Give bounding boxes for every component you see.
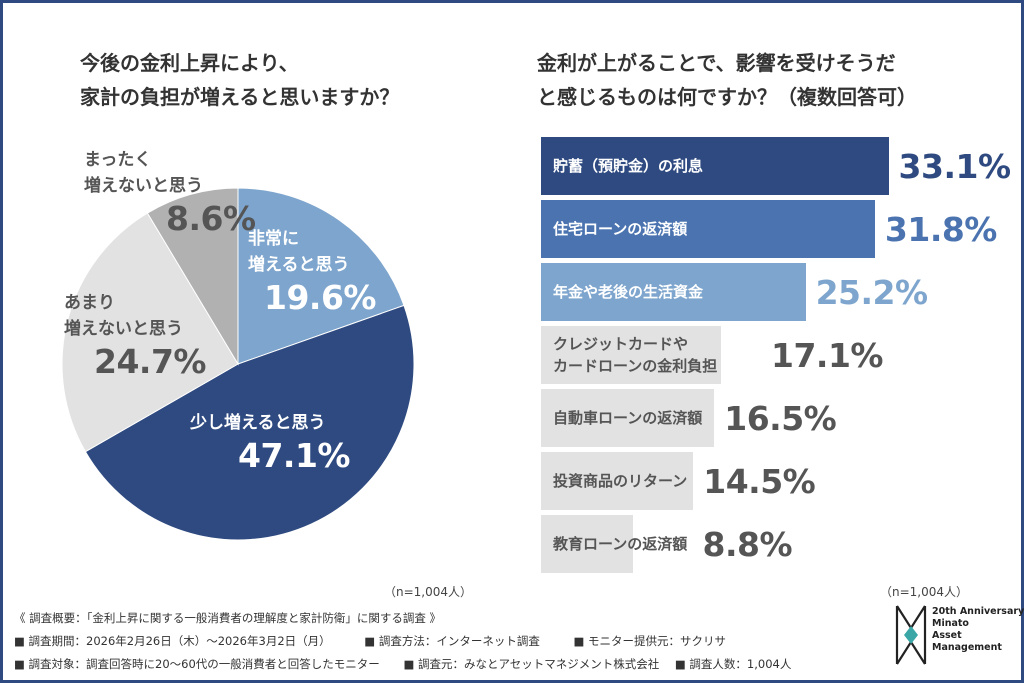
bar-label: 年金や老後の生活資金	[553, 263, 703, 321]
bar-label-line: 教育ローンの返済額	[553, 535, 688, 553]
footer-line-3: ■ 調査対象：調査回答時に20〜60代の一般消費者と回答したモニター ■ 調査元…	[14, 656, 821, 672]
bar-label-line: 投資商品のリターン	[553, 472, 688, 490]
bar-label: 教育ローンの返済額	[553, 515, 687, 573]
bar	[541, 263, 806, 321]
footer-target: ■ 調査対象：調査回答時に20〜60代の一般消費者と回答したモニター	[14, 657, 380, 671]
bar-value-label: 31.8%	[884, 209, 998, 249]
bar-label-line: 自動車ローンの返済額	[553, 409, 703, 427]
bar-label-line: カードローンの金利負担	[553, 357, 718, 375]
pie-label-little-line-1: 少し増えると思う	[190, 413, 326, 433]
bar-label: クレジットカードやカードローンの金利負担	[553, 326, 717, 384]
pie-sample-size: （n=1,004人）	[384, 585, 473, 599]
bar	[541, 515, 634, 573]
logo-line-2: Minato	[932, 618, 969, 629]
bar-label-line: クレジットカードや	[553, 335, 689, 353]
logo-line-1: 20th Anniversary	[932, 606, 1024, 617]
minato-monogram-icon	[895, 605, 927, 665]
logo-line-4: Management	[932, 642, 1002, 653]
pie-slice-not-much	[61, 212, 239, 453]
footer-source: ■ 調査元：みなとアセットマネジメント株式会社	[403, 657, 660, 671]
bar-label-line: 貯蓄（預貯金）の利息	[553, 157, 704, 175]
footer-survey-title: 《 調査概要：「金利上昇に関する一般消費者の理解度と家計防衛」に関する調査 》	[14, 611, 442, 625]
pie-slice-not-at-all	[146, 187, 239, 366]
footer-line-2: ■ 調査期間：2026年2月26日（木）〜2026年3月2日（月） ■ 調査方法…	[14, 633, 756, 649]
pie-label-very-line-1: 非常に	[248, 229, 299, 249]
pie-title-line-2: 家計の負担が増えると思いますか？	[80, 85, 400, 109]
pie-title-line-1: 今後の金利上昇により、	[80, 51, 299, 75]
pie-label-not-much-line-2: 増えないと思う	[64, 319, 183, 339]
bar	[541, 452, 694, 510]
pie-label-little-pct: 47.1%	[238, 436, 351, 475]
bar-sample-size: （n=1,004人）	[880, 585, 969, 599]
pie-label-not-much-pct: 24.7%	[94, 342, 207, 381]
bar-label: 貯蓄（預貯金）の利息	[553, 137, 703, 195]
pie-label-not-at-all-line-2: 増えないと思う	[84, 176, 203, 196]
logo-line-3: Asset	[932, 630, 962, 641]
bar-question-title: 金利が上がることで、影響を受けそうだ と感じるものは何ですか？（複数回答可）	[537, 46, 917, 114]
pie-label-very: 非常に 増えると思う 19.6%	[248, 226, 377, 318]
bar-title-line-1: 金利が上がることで、影響を受けそうだ	[537, 51, 896, 75]
pie-label-not-much-line-1: あまり	[64, 293, 115, 313]
bar-value-label: 14.5%	[703, 461, 816, 501]
bar	[541, 389, 715, 447]
pie-label-very-pct: 19.6%	[264, 278, 377, 317]
bar-value-label: 17.1%	[771, 335, 884, 375]
footer-monitor: ■ モニター提供元：サクリサ	[573, 634, 727, 648]
pie-slice-little	[84, 304, 415, 541]
pie-label-little: 少し増えると思う 47.1%	[190, 410, 351, 476]
bar	[541, 137, 889, 195]
pie-label-not-at-all-line-1: まったく	[84, 150, 152, 170]
pie-question-title: 今後の金利上昇により、 家計の負担が増えると思いますか？	[80, 46, 399, 114]
bar-value-label: 8.8%	[702, 524, 793, 564]
bar-value-label: 25.2%	[815, 272, 929, 312]
bar-value-label: 33.1%	[898, 146, 1012, 186]
bar-title-line-2: と感じるものは何ですか？（複数回答可）	[537, 85, 917, 109]
bar-label: 住宅ローンの返済額	[553, 200, 687, 258]
pie-label-not-much: あまり 増えないと思う 24.7%	[64, 290, 207, 382]
footer-period: ■ 調査期間：2026年2月26日（木）〜2026年3月2日（月）	[14, 634, 331, 648]
footer-method: ■ 調査方法：インターネット調査	[364, 634, 540, 648]
pie-label-not-at-all-pct: 8.6%	[166, 199, 256, 238]
bar	[541, 326, 721, 384]
bar-label: 投資商品のリターン	[553, 452, 687, 510]
company-logo-text: 20th Anniversary Minato Asset Management	[932, 606, 1024, 654]
bar	[541, 200, 875, 258]
bar-value-label: 16.5%	[724, 398, 837, 438]
bar-label-line: 住宅ローンの返済額	[553, 220, 688, 238]
bar-label-line: 年金や老後の生活資金	[553, 283, 704, 301]
bar-label: 自動車ローンの返済額	[553, 389, 702, 447]
pie-label-not-at-all: まったく 増えないと思う 8.6%	[84, 147, 256, 239]
pie-label-very-line-2: 増えると思う	[248, 255, 350, 275]
footer-count: ■ 調査人数：1,004人	[674, 657, 792, 671]
